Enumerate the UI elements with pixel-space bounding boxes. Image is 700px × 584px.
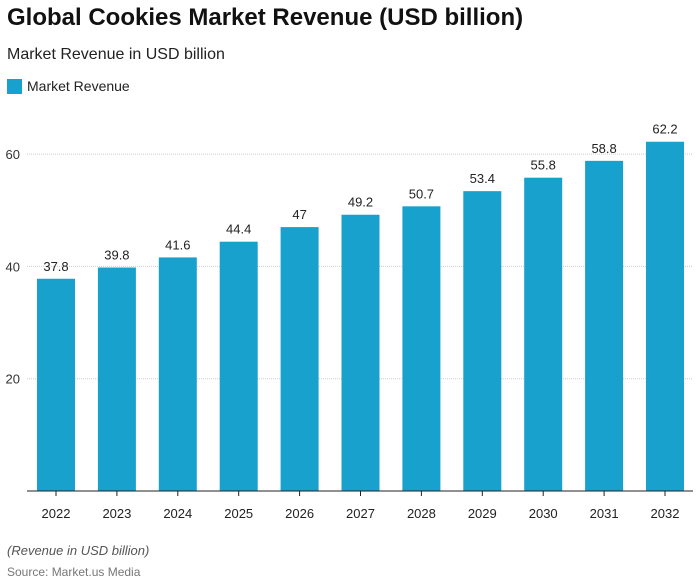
data-label: 41.6 <box>165 237 190 252</box>
bar <box>524 177 563 492</box>
bar <box>219 241 258 491</box>
x-tick-label: 2027 <box>346 506 375 521</box>
x-tick-label: 2032 <box>651 506 680 521</box>
legend-label: Market Revenue <box>27 78 130 94</box>
bar <box>402 206 441 491</box>
data-label: 44.4 <box>226 222 251 237</box>
x-tick-label: 2023 <box>102 506 131 521</box>
bar <box>463 191 502 491</box>
x-tick-label: 2025 <box>224 506 253 521</box>
data-label: 58.8 <box>591 141 616 156</box>
x-tick-label: 2026 <box>285 506 314 521</box>
data-label: 47 <box>292 207 306 222</box>
bar <box>585 160 624 491</box>
x-tick-label: 2022 <box>42 506 71 521</box>
data-label: 39.8 <box>104 248 129 263</box>
chart-source: Source: Market.us Media <box>7 565 141 579</box>
bar <box>646 141 684 491</box>
data-label: 37.8 <box>43 259 68 274</box>
chart-subtitle: Market Revenue in USD billion <box>7 46 225 63</box>
data-label: 53.4 <box>470 171 495 186</box>
data-label: 49.2 <box>348 195 373 210</box>
chart-note: (Revenue in USD billion) <box>7 543 150 558</box>
bar <box>280 227 319 491</box>
y-tick-label: 60 <box>6 147 20 162</box>
x-tick-label: 2030 <box>529 506 558 521</box>
bar <box>97 267 136 491</box>
y-tick-label: 20 <box>6 372 20 387</box>
legend-swatch <box>7 78 22 94</box>
bar <box>341 214 380 491</box>
legend: Market Revenue <box>7 78 130 94</box>
y-tick-label: 40 <box>6 259 20 274</box>
x-tick-label: 2031 <box>590 506 619 521</box>
chart-title: Global Cookies Market Revenue (USD billi… <box>7 4 524 31</box>
x-tick-label: 2024 <box>163 506 192 521</box>
x-tick-label: 2029 <box>468 506 497 521</box>
bar <box>158 257 197 491</box>
data-label: 62.2 <box>652 122 677 137</box>
bar-chart: 20 40 60 37.8 2022 39.8 2023 41.6 2024 44.4 2025 47… <box>6 122 693 521</box>
data-label: 50.7 <box>409 186 434 201</box>
data-label: 55.8 <box>531 158 556 173</box>
bar <box>37 278 75 491</box>
x-tick-label: 2028 <box>407 506 436 521</box>
